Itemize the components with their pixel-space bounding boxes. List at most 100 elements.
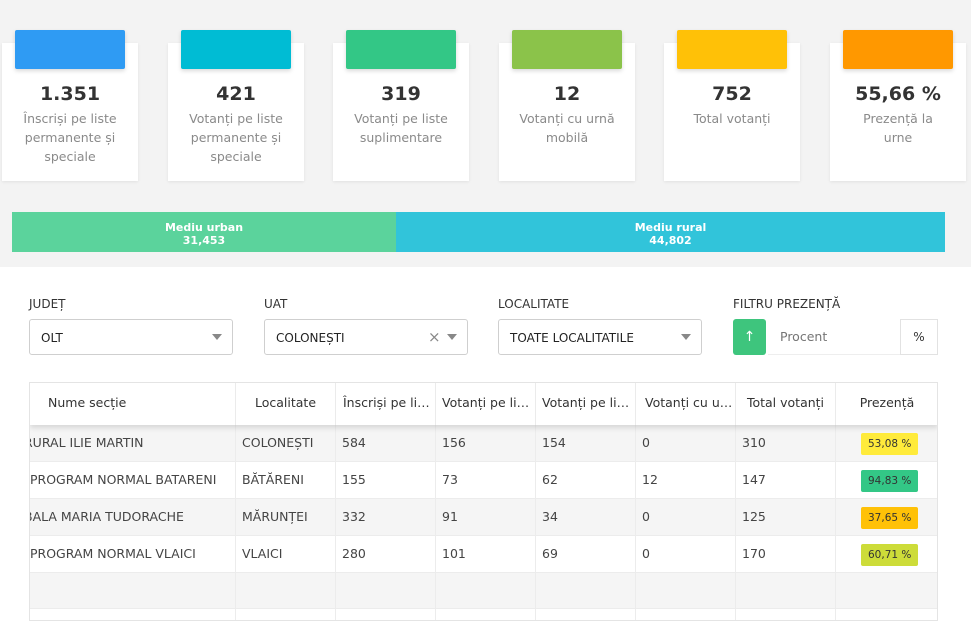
cell-votanti-permanente: 156 xyxy=(436,425,536,461)
cell-votanti-suplimentare: 154 xyxy=(536,425,636,461)
stat-color-bar xyxy=(843,30,953,69)
stat-label: Total votanți xyxy=(693,111,771,126)
stat-value: 421 xyxy=(216,83,256,105)
percent-addon: % xyxy=(900,319,938,355)
rural-segment: Mediu rural 44,802 xyxy=(396,212,945,252)
cell-inscrisi: 155 xyxy=(336,462,436,498)
column-header-prezenta[interactable]: Prezență xyxy=(859,395,915,410)
table-row[interactable]: RURAL ILIE MARTIN COLONEȘTI 584 156 154 … xyxy=(30,425,937,462)
localitate-label: LOCALITATE xyxy=(498,297,570,311)
empty-cell xyxy=(236,573,336,609)
table-row[interactable]: PROGRAM NORMAL VLAICI VLAICI 280 101 69 … xyxy=(30,536,937,573)
environment-bar: Mediu urban 31,453 Mediu rural 44,802 xyxy=(12,212,945,252)
cell-inscrisi: 280 xyxy=(336,536,436,572)
empty-row xyxy=(30,573,937,609)
stat-card-prezenta: 55,66 % Prezență la urne xyxy=(830,30,966,181)
judet-label: JUDEȚ xyxy=(29,297,66,311)
empty-cell xyxy=(836,609,937,620)
localitate-select[interactable]: TOATE LOCALITATILE xyxy=(498,319,702,355)
sort-up-button[interactable]: ↑ xyxy=(733,319,766,355)
cell-votanti-permanente: 91 xyxy=(436,499,536,535)
empty-cell xyxy=(536,609,636,620)
column-header-urna-mobila[interactable]: Votanți cu urnă mobilă xyxy=(636,383,736,425)
cell-urna-mobila: 12 xyxy=(636,462,736,498)
judet-value: OLT xyxy=(41,331,63,345)
cell-total: 170 xyxy=(736,536,836,572)
chevron-down-icon[interactable] xyxy=(447,334,457,340)
empty-row xyxy=(30,609,937,620)
cell-total: 125 xyxy=(736,499,836,535)
empty-cell xyxy=(636,609,736,620)
cell-localitate: VLAICI xyxy=(236,536,336,572)
empty-cell xyxy=(736,609,836,620)
empty-cell xyxy=(336,573,436,609)
percent-input[interactable] xyxy=(768,319,901,355)
urban-segment: Mediu urban 31,453 xyxy=(12,212,396,252)
stat-label: Votanți cu urnă mobilă xyxy=(519,111,615,145)
cell-total: 310 xyxy=(736,425,836,461)
chevron-down-icon[interactable] xyxy=(681,334,691,340)
stat-color-bar xyxy=(677,30,787,69)
stat-card-votanti-permanente: 421 Votanți pe liste permanente și speci… xyxy=(168,30,304,181)
cell-localitate: MĂRUNȚEI xyxy=(236,499,336,535)
column-header-nume[interactable]: Nume secție xyxy=(30,383,236,425)
empty-cell xyxy=(30,573,236,609)
column-header-votanti-suplimentare[interactable]: Votanți pe liste suplimentare xyxy=(536,383,636,425)
empty-cell xyxy=(436,609,536,620)
cell-urna-mobila: 0 xyxy=(636,499,736,535)
column-header-total[interactable]: Total votanți xyxy=(736,383,836,425)
stat-value: 752 xyxy=(712,83,752,105)
stat-label: Votanți pe liste permanente și speciale xyxy=(189,111,283,164)
empty-cell xyxy=(536,573,636,609)
column-header-localitate[interactable]: Localitate xyxy=(236,383,336,425)
results-table: Nume secție Localitate Înscriși pe liste… xyxy=(29,382,938,621)
presence-badge: 53,08 % xyxy=(861,433,919,455)
cell-localitate: COLONEȘTI xyxy=(236,425,336,461)
presence-badge: 94,83 % xyxy=(861,470,919,492)
empty-cell xyxy=(636,573,736,609)
main-panel: JUDEȚ OLT UAT COLONEȘTI × LOCALITATE TOA… xyxy=(0,267,971,621)
arrow-up-icon: ↑ xyxy=(743,329,756,345)
table-row[interactable]: PROGRAM NORMAL BATARENI BĂTĂRENI 155 73 … xyxy=(30,462,937,499)
stat-value: 12 xyxy=(553,83,581,105)
table-row[interactable]: BALA MARIA TUDORACHE MĂRUNȚEI 332 91 34 … xyxy=(30,499,937,536)
stat-label: Prezență la urne xyxy=(863,111,933,145)
cell-total: 147 xyxy=(736,462,836,498)
cell-prezenta: 53,08 % xyxy=(836,425,937,461)
cell-inscrisi: 332 xyxy=(336,499,436,535)
prezenta-filter-label: FILTRU PREZENȚĂ xyxy=(733,297,841,311)
uat-label: UAT xyxy=(264,297,288,311)
cell-votanti-suplimentare: 69 xyxy=(536,536,636,572)
column-header-inscrisi[interactable]: Înscriși pe liste permanente xyxy=(336,383,436,425)
cell-nume: RURAL ILIE MARTIN xyxy=(30,425,236,461)
cell-votanti-permanente: 101 xyxy=(436,536,536,572)
urban-value: 31,453 xyxy=(182,234,226,247)
stats-row: 1.351 Înscriși pe liste permanente și sp… xyxy=(0,30,971,182)
stat-card-urna-mobila: 12 Votanți cu urnă mobilă xyxy=(499,30,635,181)
cell-nume: BALA MARIA TUDORACHE xyxy=(30,499,236,535)
localitate-value: TOATE LOCALITATILE xyxy=(510,331,634,345)
uat-select[interactable]: COLONEȘTI × xyxy=(264,319,468,355)
rural-label: Mediu rural xyxy=(634,221,707,234)
cell-nume: PROGRAM NORMAL BATARENI xyxy=(30,462,236,498)
presence-badge: 37,65 % xyxy=(861,507,919,529)
cell-urna-mobila: 0 xyxy=(636,425,736,461)
column-header-votanti-permanente[interactable]: Votanți pe liste permanente xyxy=(436,383,536,425)
cell-prezenta: 37,65 % xyxy=(836,499,937,535)
cell-votanti-suplimentare: 62 xyxy=(536,462,636,498)
chevron-down-icon[interactable] xyxy=(212,334,222,340)
clear-icon[interactable]: × xyxy=(428,328,441,346)
stat-value: 319 xyxy=(381,83,421,105)
table-header: Nume secție Localitate Înscriși pe liste… xyxy=(30,383,937,425)
cell-inscrisi: 584 xyxy=(336,425,436,461)
stat-color-bar xyxy=(15,30,125,69)
urban-label: Mediu urban xyxy=(164,221,244,234)
cell-votanti-permanente: 73 xyxy=(436,462,536,498)
stat-label: Votanți pe liste suplimentare xyxy=(354,111,448,145)
stat-color-bar xyxy=(512,30,622,69)
empty-cell xyxy=(336,609,436,620)
rural-value: 44,802 xyxy=(649,234,692,247)
judet-select[interactable]: OLT xyxy=(29,319,233,355)
cell-urna-mobila: 0 xyxy=(636,536,736,572)
uat-value: COLONEȘTI xyxy=(276,331,345,345)
